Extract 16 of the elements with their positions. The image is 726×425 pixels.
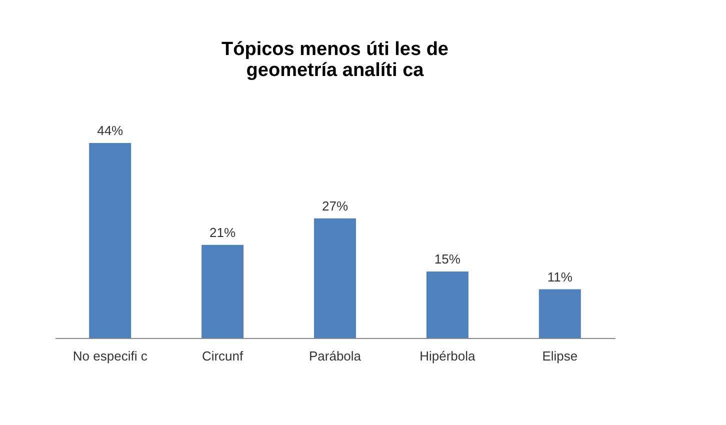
bar	[314, 218, 356, 338]
x-tick-label: Elipse	[542, 348, 578, 364]
chart-title: Tópicos menos úti les de geometría analíti ca	[222, 39, 448, 81]
x-tick-label: Circunf	[202, 348, 244, 364]
bar	[89, 143, 132, 338]
data-label: 21%	[210, 224, 236, 240]
x-tick-label: Hipérbola	[420, 348, 476, 364]
data-label: 27%	[322, 198, 348, 214]
data-label: 44%	[97, 123, 124, 138]
bar	[426, 272, 468, 338]
bar	[202, 244, 244, 338]
x-tick-label: Parábola	[308, 348, 362, 364]
data-label: 15%	[434, 252, 461, 267]
data-label: 11%	[547, 269, 573, 284]
bar	[538, 289, 581, 338]
x-tick-label: No especifi c	[72, 348, 148, 364]
